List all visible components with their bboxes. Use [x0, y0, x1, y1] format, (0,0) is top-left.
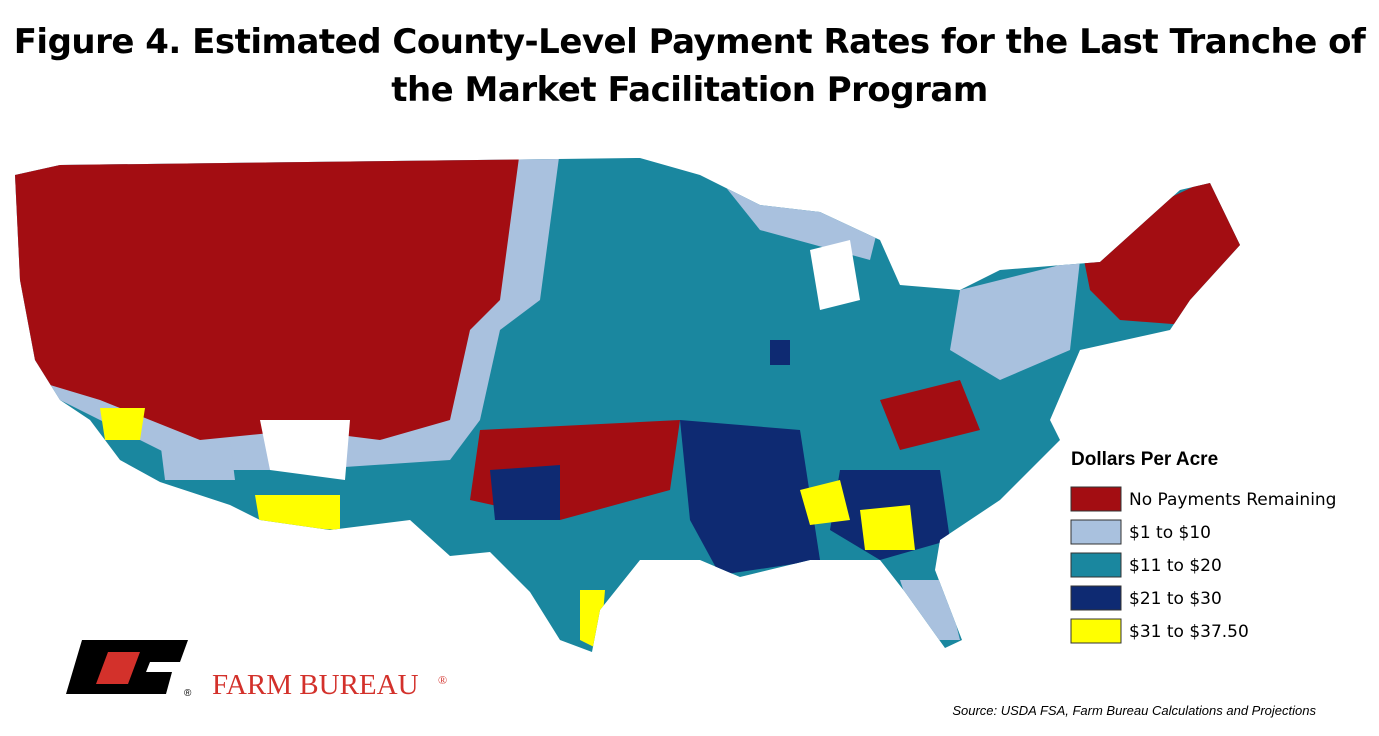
- title-line: Figure 4. Estimated County-Level Payment…: [13, 22, 1366, 62]
- legend-swatch: [1070, 486, 1122, 512]
- brand-registered: ®: [438, 673, 447, 687]
- logo-mark: [66, 640, 188, 694]
- region: [680, 420, 820, 575]
- region: [1080, 160, 1240, 330]
- region: [15, 158, 520, 440]
- region: [950, 260, 1080, 380]
- us-map: [15, 158, 1240, 652]
- legend-swatch: [1070, 618, 1122, 644]
- region: [770, 340, 790, 365]
- region: [160, 440, 235, 480]
- region: [255, 495, 340, 530]
- legend-label: No Payments Remaining: [1129, 490, 1336, 510]
- region: [100, 408, 145, 440]
- region: [860, 505, 915, 550]
- region: [880, 380, 980, 450]
- legend-label: $11 to $20: [1129, 556, 1222, 576]
- blank-area: [260, 420, 350, 480]
- region: [490, 465, 560, 520]
- legend-label: $21 to $30: [1129, 589, 1222, 609]
- region: [800, 480, 850, 525]
- legend-label: $31 to $37.50: [1129, 622, 1249, 642]
- legend-title: Dollars Per Acre: [1071, 449, 1218, 470]
- lake: [810, 240, 860, 310]
- legend-swatch: [1070, 519, 1122, 545]
- legend-label: $1 to $10: [1129, 523, 1211, 543]
- logo-registered: ®: [184, 688, 192, 699]
- region: [580, 590, 605, 650]
- legend-swatch: [1070, 552, 1122, 578]
- logo-brand: FARM BUREAU: [212, 669, 419, 701]
- region: [900, 580, 960, 640]
- source: Source: USDA FSA, Farm Bureau Calculatio…: [952, 703, 1316, 718]
- legend: No Payments Remaining $1 to $10 $11 to $20…: [1070, 486, 1336, 644]
- legend-swatch: [1070, 585, 1122, 611]
- title-line: the Market Facilitation Program: [391, 70, 988, 110]
